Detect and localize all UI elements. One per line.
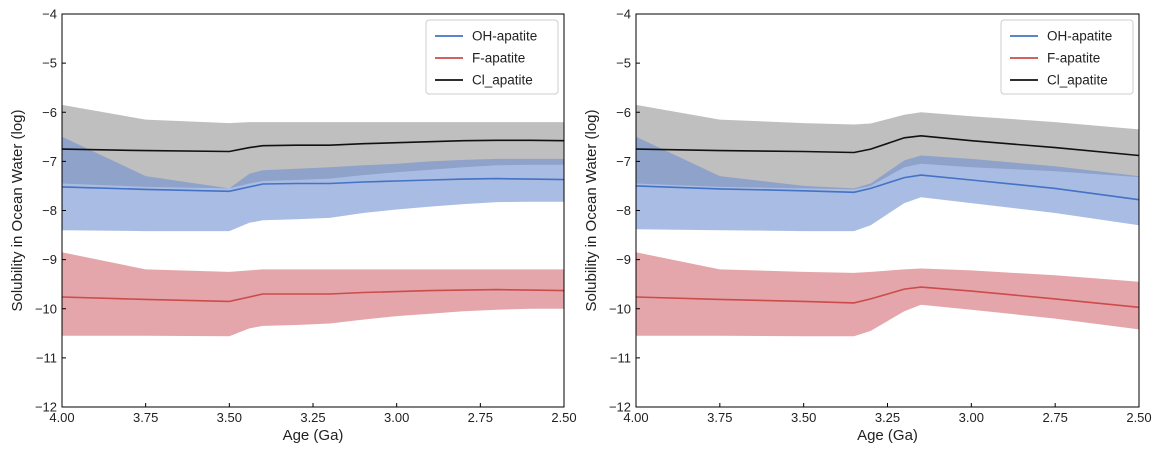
x-tick-label: 2.50 <box>551 410 576 425</box>
legend: OH-apatite F-apatite Cl_apatite <box>425 19 559 95</box>
legend-label-2: F-apatite <box>472 51 525 66</box>
y-axis-label: Solubility in Ocean Water (log) <box>9 109 26 311</box>
x-tick-label: 3.50 <box>791 410 816 425</box>
series-line-3 <box>62 139 564 153</box>
y-tick-label: −11 <box>610 350 631 365</box>
x-tick-label: 3.75 <box>133 410 158 425</box>
x-axis-label: Age (Ga) <box>857 427 918 444</box>
y-tick-label: −12 <box>35 400 57 415</box>
y-tick-label: −9 <box>42 252 57 267</box>
x-tick-label: 2.50 <box>1126 410 1151 425</box>
y-tick-label: −7 <box>616 154 631 169</box>
x-tick-label: 3.00 <box>959 410 984 425</box>
y-tick-label: −6 <box>42 105 57 120</box>
y-tick-label: −6 <box>616 105 631 120</box>
x-axis-label: Age (Ga) <box>283 427 344 444</box>
uncertainty-band-1 <box>636 136 1139 232</box>
y-tick-label: −4 <box>42 7 57 22</box>
y-axis-label: Solubility in Ocean Water (log) <box>583 109 600 311</box>
legend: OH-apatite F-apatite Cl_apatite <box>1000 19 1134 95</box>
y-tick-label: −12 <box>609 400 631 415</box>
series-line-2 <box>62 288 564 303</box>
x-tick-label: 2.75 <box>1043 410 1068 425</box>
y-tick-label: −10 <box>35 301 57 316</box>
x-tick-label: 3.25 <box>300 410 325 425</box>
x-tick-label: 3.25 <box>875 410 900 425</box>
plot-area <box>62 104 564 337</box>
legend-label-3: Cl_apatite <box>472 73 533 88</box>
x-tick-label: 3.75 <box>707 410 732 425</box>
legend-box <box>1000 19 1134 95</box>
x-tick-label: 3.50 <box>217 410 242 425</box>
series-line-1 <box>62 177 564 193</box>
y-tick-label: −10 <box>609 301 631 316</box>
plot-area <box>636 104 1139 337</box>
y-tick-label: −9 <box>616 252 631 267</box>
series-line-3 <box>636 134 1139 157</box>
y-tick-label: −5 <box>42 56 57 71</box>
x-tick-label: 4.00 <box>623 410 648 425</box>
series-line-2 <box>636 286 1139 309</box>
legend-label-1: OH-apatite <box>1047 29 1112 44</box>
x-tick-label: 2.75 <box>468 410 493 425</box>
legend-label-2: F-apatite <box>1047 51 1100 66</box>
y-tick-label: −7 <box>42 154 57 169</box>
legend-label-3: Cl_apatite <box>1047 73 1108 88</box>
y-tick-label: −11 <box>36 350 57 365</box>
y-tick-label: −8 <box>616 203 631 218</box>
x-tick-label: 3.00 <box>384 410 409 425</box>
y-tick-label: −5 <box>616 56 631 71</box>
y-tick-label: −8 <box>42 203 57 218</box>
legend-label-1: OH-apatite <box>472 29 537 44</box>
y-tick-label: −4 <box>616 7 631 22</box>
legend-box <box>425 19 559 95</box>
series-line-1 <box>636 174 1139 201</box>
chart-panel-2: −4 −5 −6 −7 −8 −9 −10 −11 −124.00 3.75 3.50 3.25 3.0… <box>583 7 1152 445</box>
chart-panel-1: −4 −5 −6 −7 −8 −9 −10 −11 −124.00 3.75 3.50 3.25 3.0… <box>9 7 577 445</box>
x-tick-label: 4.00 <box>49 410 74 425</box>
